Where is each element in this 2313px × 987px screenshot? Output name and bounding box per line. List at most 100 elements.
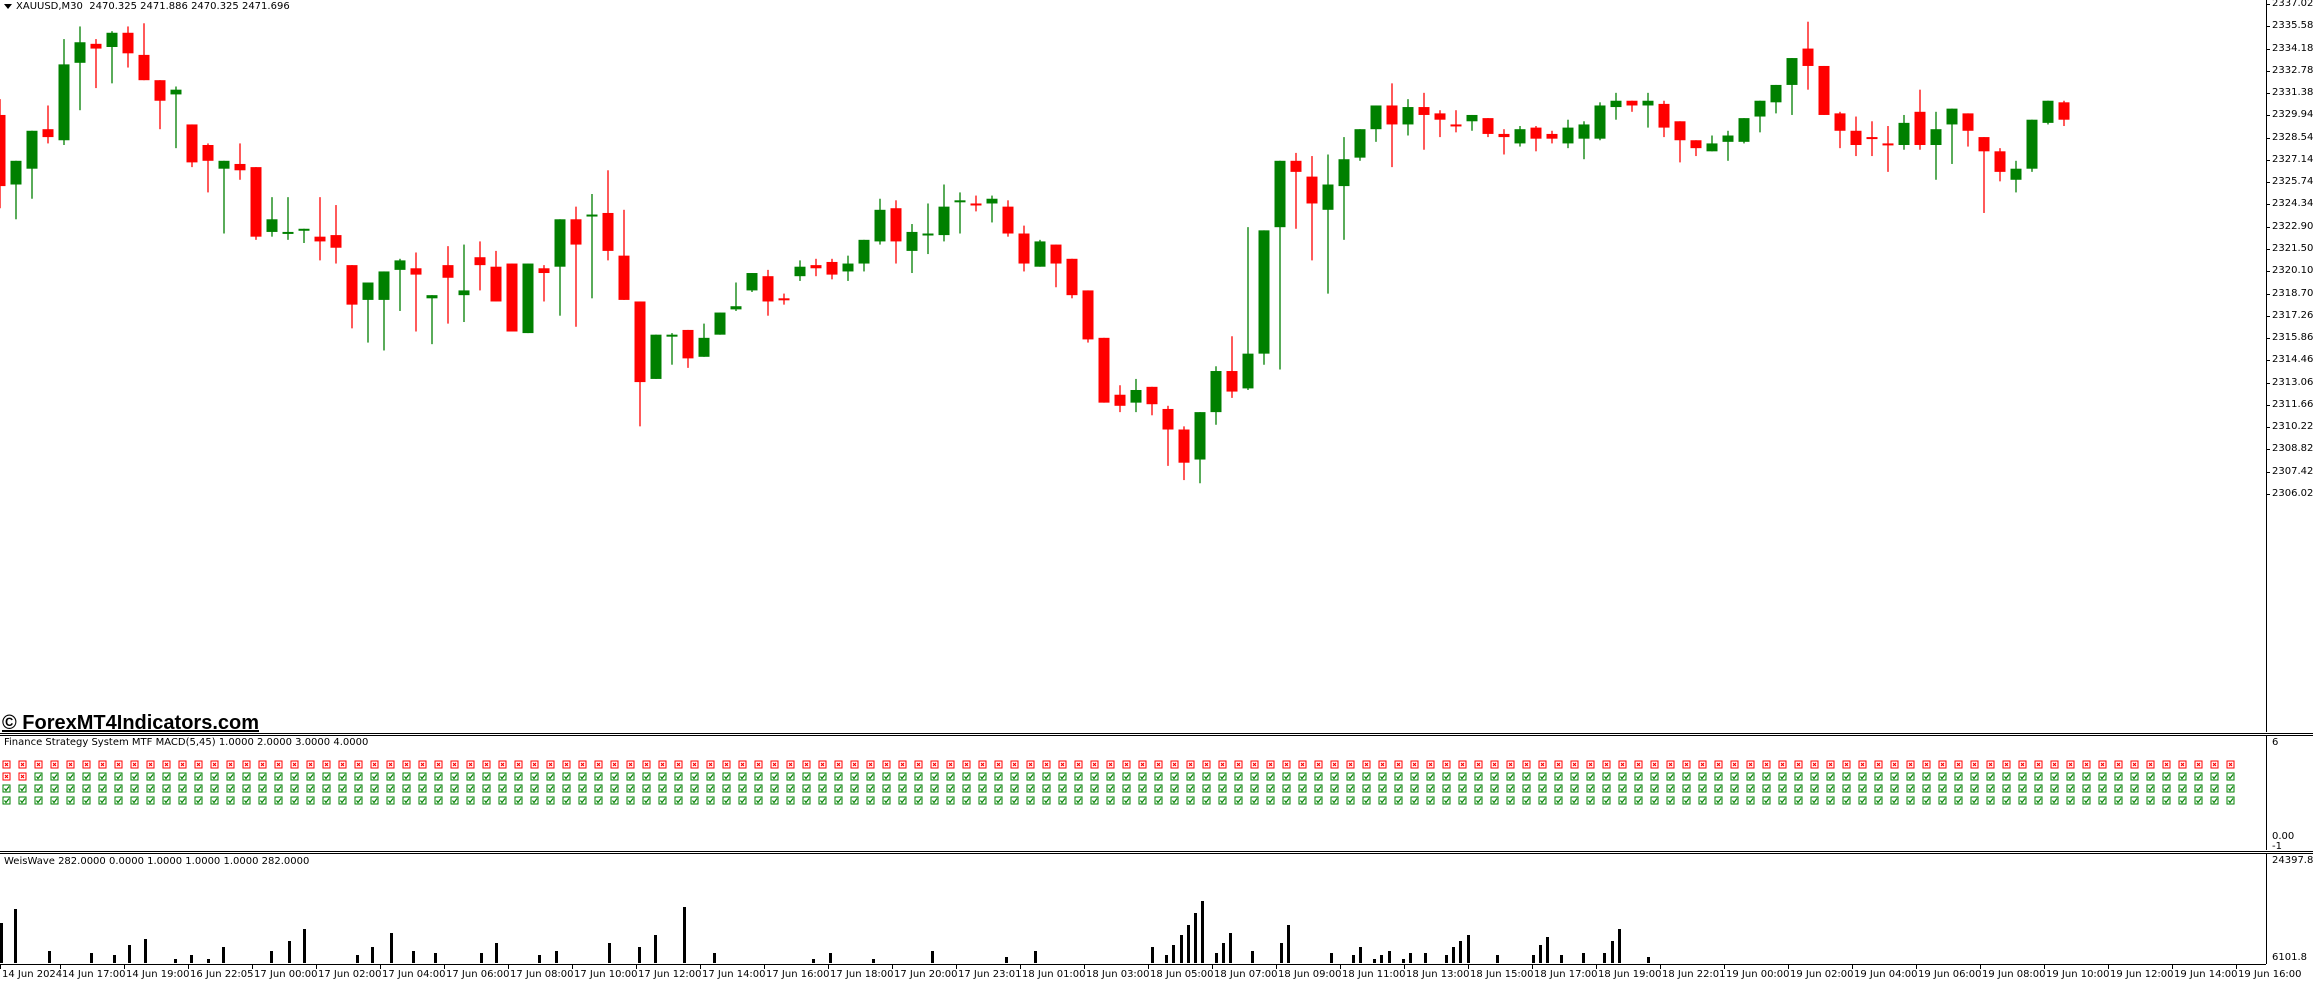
candle — [1642, 92, 1654, 128]
sell-signal-icon — [1458, 760, 1467, 769]
weiswave-indicator-pane[interactable]: WeisWave 282.0000 0.0000 1.0000 1.0000 1… — [0, 854, 2266, 964]
candle — [938, 184, 950, 242]
pane-separator[interactable] — [0, 733, 2313, 734]
sell-signal-icon — [1058, 760, 1067, 769]
sell-signal-icon — [290, 760, 299, 769]
buy-signal-icon — [1618, 784, 1627, 793]
buy-signal-icon — [2034, 796, 2043, 805]
time-axis-label: 19 Jun 16:00 — [2238, 969, 2302, 980]
candle — [1402, 99, 1414, 136]
buy-signal-icon — [322, 796, 331, 805]
time-axis-tick — [1148, 965, 1149, 969]
macd-indicator-pane[interactable]: Finance Strategy System MTF MACD(5,45) 1… — [0, 736, 2266, 850]
sell-signal-icon — [1554, 760, 1563, 769]
time-axis[interactable]: 14 Jun 2024 14 Jun 17:00 14 Jun 19:00 16 Ju… — [0, 964, 2302, 987]
buy-signal-icon — [562, 772, 571, 781]
buy-signal-icon — [162, 784, 171, 793]
pane-separator — [0, 853, 2313, 854]
price-axis-tick — [2266, 204, 2270, 206]
price-chart-pane[interactable]: XAUUSD,M30 2470.325 2471.886 2470.325 24… — [0, 0, 2266, 734]
time-axis-tick — [572, 965, 573, 969]
price-axis-label: 2314.460 — [2272, 354, 2313, 366]
buy-signal-icon — [2194, 796, 2203, 805]
sell-signal-icon — [642, 760, 651, 769]
buy-signal-icon — [2050, 772, 2059, 781]
candle — [42, 105, 54, 144]
candle — [1754, 100, 1766, 133]
price-axis-label: 2329.940 — [2272, 109, 2313, 121]
candle — [954, 192, 966, 234]
buy-signal-icon — [834, 772, 843, 781]
buy-signal-icon — [306, 796, 315, 805]
candle — [794, 260, 806, 281]
candle — [922, 203, 934, 255]
candle — [1002, 200, 1014, 237]
price-axis-tick — [2266, 4, 2270, 5]
time-axis-tick — [124, 965, 125, 969]
buy-signal-icon — [578, 796, 587, 805]
candle — [474, 241, 486, 291]
volume-bar — [1215, 953, 1218, 963]
sell-signal-icon — [2002, 760, 2011, 769]
chevron-down-icon[interactable] — [4, 3, 12, 9]
buy-signal-icon — [2178, 784, 2187, 793]
candle — [1594, 102, 1606, 141]
buy-signal-icon — [274, 796, 283, 805]
buy-signal-icon — [1922, 784, 1931, 793]
sell-signal-icon — [274, 760, 283, 769]
volume-bar — [638, 947, 641, 963]
sell-signal-icon — [434, 760, 443, 769]
buy-signal-icon — [1330, 784, 1339, 793]
candle — [730, 282, 742, 311]
buy-signal-icon — [514, 772, 523, 781]
candle — [1466, 114, 1478, 131]
volume-bar — [1611, 941, 1614, 963]
buy-signal-icon — [434, 784, 443, 793]
sell-signal-icon — [418, 760, 427, 769]
buy-signal-icon — [1634, 772, 1643, 781]
buy-signal-icon — [1074, 784, 1083, 793]
buy-signal-icon — [34, 796, 43, 805]
candle — [90, 39, 102, 89]
price-axis-label: 2321.500 — [2272, 243, 2313, 254]
volume-bar — [1222, 943, 1225, 963]
candle — [890, 200, 902, 264]
candle — [1194, 412, 1206, 484]
candle — [250, 167, 262, 240]
sell-signal-icon — [786, 760, 795, 769]
candle — [1018, 225, 1030, 272]
buy-signal-icon — [1762, 784, 1771, 793]
candle — [1130, 378, 1142, 413]
candle — [1706, 135, 1718, 152]
buy-signal-icon — [786, 796, 795, 805]
buy-signal-icon — [722, 784, 731, 793]
buy-signal-icon — [1314, 784, 1323, 793]
sell-signal-icon — [2066, 760, 2075, 769]
buy-signal-icon — [2098, 796, 2107, 805]
buy-signal-icon — [1458, 772, 1467, 781]
buy-signal-icon — [2226, 796, 2235, 805]
buy-signal-icon — [1714, 784, 1723, 793]
pane-separator[interactable] — [0, 851, 2313, 852]
time-axis-label: 18 Jun 03:00 — [1086, 969, 1150, 980]
buy-signal-icon — [834, 796, 843, 805]
candle — [906, 224, 918, 274]
buy-signal-icon — [2226, 772, 2235, 781]
buy-signal-icon — [466, 796, 475, 805]
weiswave-indicator-title: WeisWave 282.0000 0.0000 1.0000 1.0000 1… — [4, 856, 310, 867]
buy-signal-icon — [1314, 796, 1323, 805]
volume-bar — [812, 959, 815, 963]
volume-bar — [1388, 951, 1391, 963]
buy-signal-icon — [530, 796, 539, 805]
buy-signal-icon — [450, 772, 459, 781]
time-axis-label: 17 Jun 23:01 — [958, 969, 1022, 980]
time-axis-tick — [1532, 965, 1533, 969]
volume-bar — [683, 907, 686, 963]
buy-signal-icon — [1266, 784, 1275, 793]
time-axis-tick — [1084, 965, 1085, 969]
buy-signal-icon — [1298, 784, 1307, 793]
time-axis-tick — [2172, 965, 2173, 969]
buy-signal-icon — [978, 784, 987, 793]
buy-signal-icon — [402, 772, 411, 781]
buy-signal-icon — [1938, 772, 1947, 781]
